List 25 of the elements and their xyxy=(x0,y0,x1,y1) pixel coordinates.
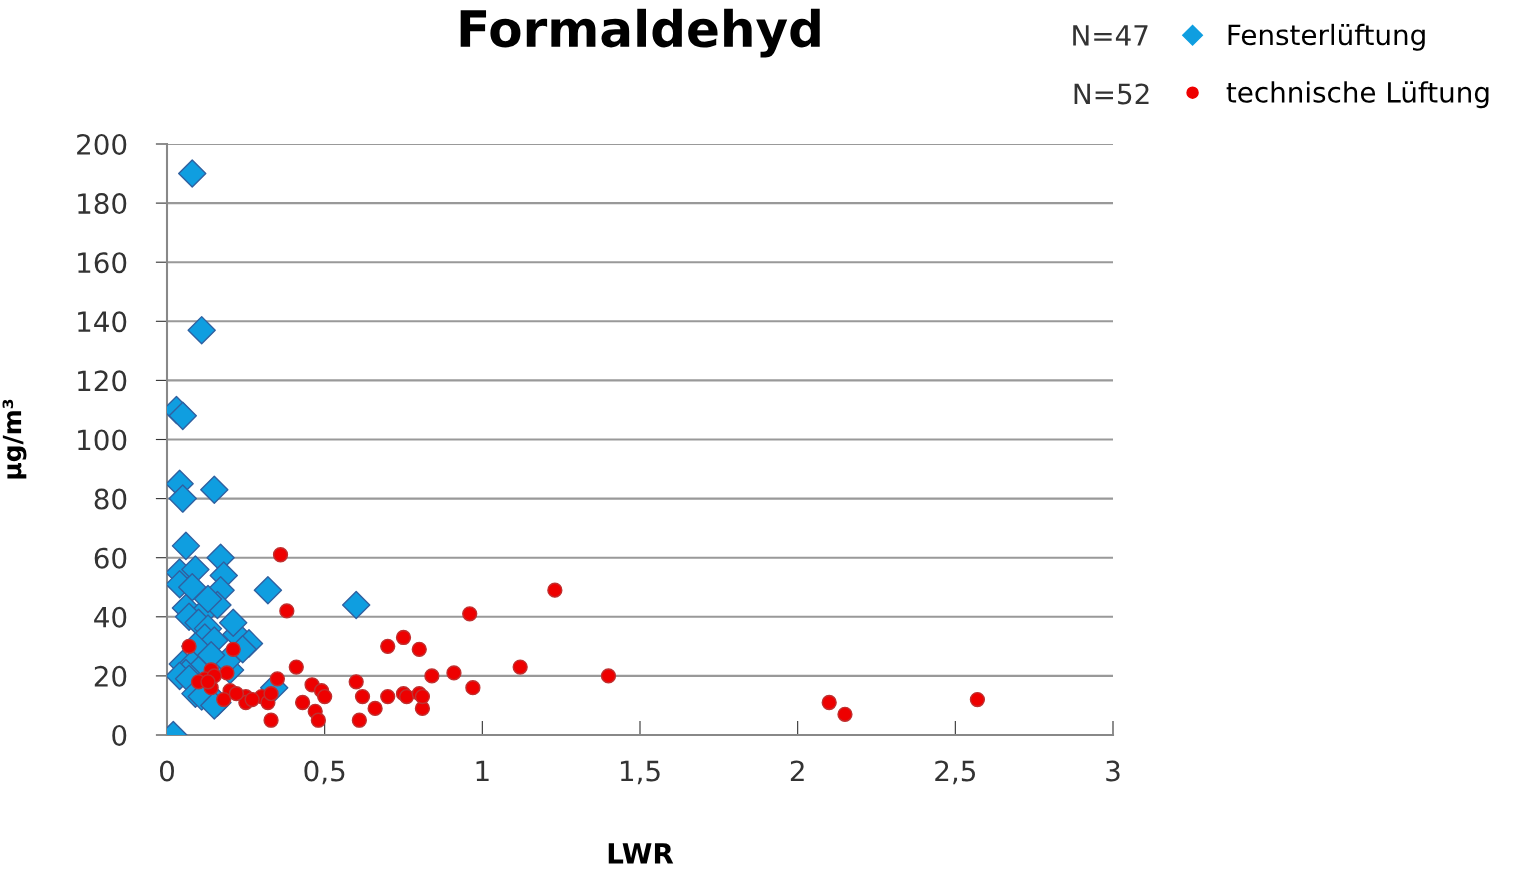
x-axis-title: LWR xyxy=(608,843,674,864)
y-tick-label: 120 xyxy=(78,370,127,392)
y-tick-label: 80 xyxy=(94,488,127,510)
y-tick-label: 160 xyxy=(78,252,127,274)
legend-label: technische Lüftung xyxy=(1226,81,1489,109)
text: N=52 xyxy=(1074,83,1149,105)
y-tick-label: 60 xyxy=(94,547,127,569)
y-tick-label: 200 xyxy=(77,133,127,155)
y-tick-label: 0 xyxy=(112,724,127,746)
y-tick-label: 40 xyxy=(94,606,127,628)
x-tick-label: 1 xyxy=(476,760,489,782)
legend-label: Fensterlüftung xyxy=(1228,23,1425,51)
text: N=47 xyxy=(1073,25,1148,46)
x-tick-label: 3 xyxy=(1106,760,1120,782)
x-tick-label: 0 xyxy=(159,760,174,782)
x-tick-label: 2 xyxy=(790,760,804,782)
y-tick-label: 20 xyxy=(94,665,127,687)
y-tick-label: 100 xyxy=(78,429,127,451)
x-tick-label: 1,5 xyxy=(620,760,660,785)
y-axis-title: µg/m³ xyxy=(2,399,27,479)
x-tick-label: 2,5 xyxy=(935,760,975,785)
x-tick-label: 0,5 xyxy=(304,760,345,785)
y-tick-label: 180 xyxy=(78,193,127,215)
y-tick-label: 140 xyxy=(78,311,127,333)
chart-title: Formaldehyd xyxy=(460,8,820,58)
